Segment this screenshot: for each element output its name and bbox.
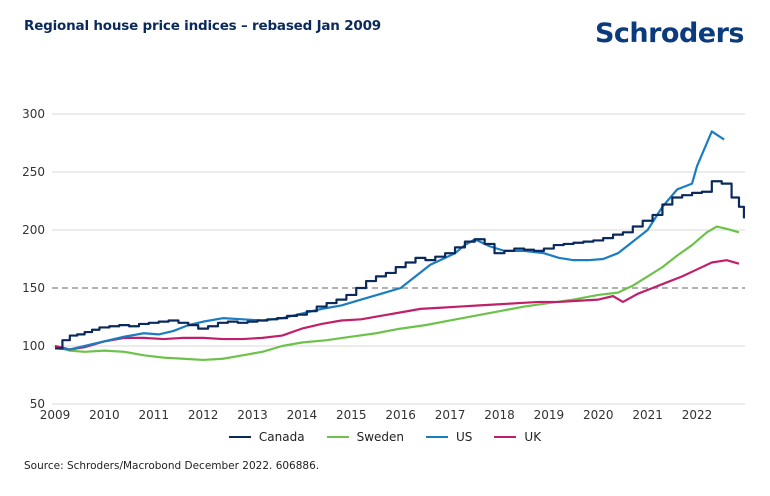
x-tick-label: 2013 (237, 408, 268, 422)
y-tick-label: 150 (22, 281, 45, 295)
legend: Canada Sweden US UK (0, 430, 770, 444)
x-tick-label: 2011 (138, 408, 169, 422)
legend-item-sweden: Sweden (326, 430, 405, 444)
x-tick-label: 2009 (40, 408, 71, 422)
legend-item-uk: UK (494, 430, 541, 444)
x-tick-label: 2012 (188, 408, 219, 422)
series-lines (54, 130, 746, 362)
legend-label: Sweden (356, 430, 405, 444)
legend-swatch (228, 435, 251, 439)
chart-title: Regional house price indices – rebased J… (24, 18, 381, 34)
gridlines (52, 113, 745, 405)
x-tick-label: 2021 (632, 408, 663, 422)
series-line-canada (55, 180, 746, 350)
legend-label: Canada (258, 430, 305, 444)
x-tick-label: 2020 (583, 408, 614, 422)
source-note: Source: Schroders/Macrobond December 202… (24, 460, 320, 472)
y-tick-label: 100 (22, 339, 45, 353)
x-tick-label: 2015 (336, 408, 367, 422)
x-tick-label: 2016 (385, 408, 416, 422)
series-line-sweden (54, 225, 740, 362)
legend-label: US (456, 430, 473, 444)
series-line-uk (54, 259, 740, 351)
legend-item-canada: Canada (228, 430, 305, 444)
legend-swatch (426, 435, 449, 439)
x-tick-label: 2017 (435, 408, 466, 422)
series-line-us (54, 130, 725, 351)
brand-logo: Schroders (594, 18, 745, 49)
x-tick-label: 2014 (287, 408, 318, 422)
legend-swatch (326, 435, 349, 439)
y-axis: 50 100 150 200 250 300 (22, 107, 45, 411)
y-tick-label: 50 (30, 397, 45, 411)
y-tick-label: 300 (22, 107, 45, 121)
x-axis: 2009 2010 2011 2012 2013 2014 2015 2016 2017 2018… (40, 408, 713, 422)
legend-swatch (494, 435, 517, 439)
legend-item-us: US (426, 430, 472, 444)
x-tick-label: 2022 (682, 408, 713, 422)
x-tick-label: 2010 (89, 408, 120, 422)
y-tick-label: 200 (22, 223, 45, 237)
x-tick-label: 2019 (534, 408, 565, 422)
y-tick-label: 250 (22, 165, 45, 179)
x-tick-label: 2018 (484, 408, 515, 422)
legend-label: UK (524, 430, 542, 444)
